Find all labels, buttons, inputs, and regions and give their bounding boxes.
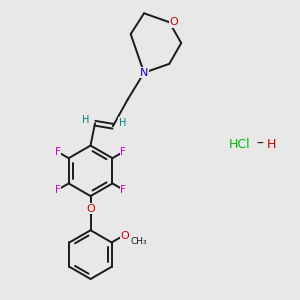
Text: F: F — [55, 147, 61, 157]
Text: H: H — [119, 118, 126, 128]
Text: O: O — [120, 231, 129, 241]
Text: F: F — [120, 185, 126, 195]
Text: CH₃: CH₃ — [130, 237, 147, 246]
Text: F: F — [120, 147, 126, 157]
Text: N: N — [140, 68, 148, 78]
Text: HCl: HCl — [228, 138, 250, 151]
Text: O: O — [86, 204, 95, 214]
Text: H: H — [82, 115, 89, 125]
Text: H: H — [267, 138, 277, 151]
Text: –: – — [256, 137, 263, 151]
Text: O: O — [169, 17, 178, 27]
Text: F: F — [55, 185, 61, 195]
